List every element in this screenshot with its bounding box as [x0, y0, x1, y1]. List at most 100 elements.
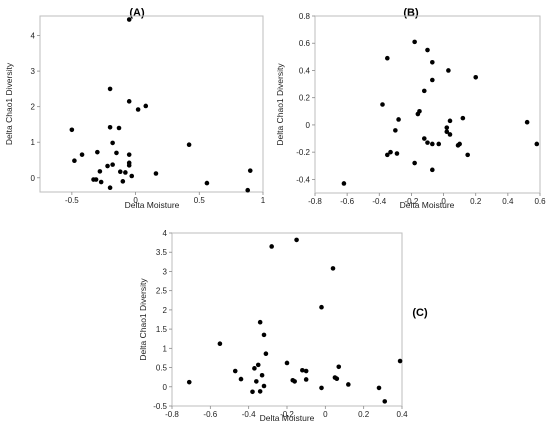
- x-tick-label: 0.5: [194, 196, 206, 205]
- data-point: [72, 158, 77, 164]
- data-point: [446, 68, 451, 73]
- x-tick-label: -0.8: [165, 410, 179, 419]
- y-tick-label: 0.6: [299, 39, 311, 48]
- data-point: [254, 379, 259, 384]
- data-point: [303, 377, 309, 382]
- data-point: [336, 364, 342, 370]
- data-point: [69, 127, 75, 133]
- x-tick-label: 0.2: [358, 410, 370, 419]
- y-tick-label: 0.8: [299, 12, 311, 21]
- data-point: [135, 107, 141, 112]
- data-point: [294, 237, 299, 243]
- data-point: [126, 99, 132, 104]
- y-tick-label: -0.4: [296, 175, 310, 184]
- data-point: [129, 173, 135, 179]
- data-point: [107, 124, 113, 130]
- data-point: [436, 141, 442, 147]
- x-tick-label: 0: [323, 410, 328, 419]
- x-tick-label: -0.4: [242, 410, 256, 419]
- x-tick-label: 0: [133, 196, 138, 205]
- y-axis-label: Delta Chao1 Diversity: [275, 63, 285, 146]
- data-point: [116, 125, 122, 131]
- data-point: [380, 102, 385, 107]
- panel-label-b: (B): [403, 7, 419, 19]
- data-point: [447, 132, 453, 137]
- y-tick-label: 4: [31, 32, 36, 41]
- data-point: [259, 372, 265, 378]
- data-point: [255, 362, 261, 368]
- data-point: [346, 382, 351, 387]
- y-tick-label: 4: [163, 229, 168, 238]
- data-point: [444, 129, 450, 135]
- data-point: [396, 117, 401, 122]
- panel-b: -0.8 -0.6 -0.4 -0.2 0 0.2 0.4 0.6 -0.4 -0.2 0 0.2 0.…: [275, 12, 546, 210]
- data-point: [534, 141, 540, 147]
- plot-frame-c: [171, 232, 403, 407]
- data-point: [120, 179, 126, 184]
- y-tick-label: 0.5: [156, 364, 168, 373]
- panel-a: -0.5 0 0.5 1 0 1 2 3 4 Delta Moisture Delta Chao1 …: [4, 15, 266, 210]
- data-point: [247, 168, 253, 173]
- x-tick-label: -0.4: [372, 197, 386, 206]
- data-point: [319, 385, 324, 391]
- x-tick-label: 0.4: [396, 410, 408, 419]
- y-tick-label: 2: [31, 103, 36, 112]
- y-tick-label: 1: [163, 344, 168, 353]
- data-point: [269, 244, 274, 249]
- y-tick-label: 2.5: [156, 287, 168, 296]
- data-point: [415, 111, 421, 117]
- data-point: [250, 389, 255, 395]
- data-point: [319, 304, 324, 310]
- data-point: [105, 163, 110, 169]
- data-point: [186, 379, 192, 385]
- data-point: [430, 59, 435, 65]
- y-tick-label: -0.2: [296, 148, 310, 157]
- y-tick-label: 0: [306, 121, 311, 130]
- data-point: [460, 115, 466, 121]
- data-point: [412, 160, 417, 166]
- x-tick-label: 0.6: [534, 197, 546, 206]
- y-axis-label: Delta Chao1 Diversity: [138, 278, 148, 361]
- data-point: [425, 47, 430, 53]
- data-point: [421, 88, 427, 94]
- y-tick-label: 3: [163, 267, 168, 276]
- panel-c: -0.8 -0.6 -0.4 -0.2 0 0.2 0.4 -0.5 0 0.5 1 1.5 2 2.5 3…: [138, 229, 408, 423]
- panel-label-c: (C): [412, 307, 428, 319]
- data-point: [126, 163, 132, 168]
- y-tick-label: 0.2: [299, 94, 311, 103]
- data-point: [263, 351, 269, 357]
- y-tick-label: 0: [163, 383, 168, 392]
- data-point: [126, 17, 132, 22]
- data-point: [79, 152, 85, 157]
- data-point: [186, 142, 192, 148]
- data-point: [153, 171, 159, 176]
- y-tick-label: -0.5: [153, 402, 167, 411]
- data-point: [430, 77, 435, 83]
- data-point: [388, 149, 393, 155]
- data-point: [376, 385, 382, 391]
- data-point: [465, 152, 470, 158]
- y-tick-label: 0: [31, 174, 36, 183]
- data-point: [117, 169, 123, 175]
- data-point: [385, 55, 390, 61]
- data-point: [455, 143, 461, 148]
- x-axis-label: Delta Moisture: [400, 200, 455, 210]
- data-point: [430, 167, 435, 173]
- x-axis-label: Delta Moisture: [125, 200, 180, 210]
- y-tick-label: 3.5: [156, 248, 168, 257]
- data-point: [126, 152, 132, 157]
- data-point: [204, 180, 210, 186]
- data-point: [303, 368, 309, 374]
- data-point: [257, 319, 263, 325]
- data-point: [97, 169, 103, 174]
- data-point: [397, 358, 403, 364]
- data-point: [123, 170, 128, 175]
- y-axis-label: Delta Chao1 Diversity: [4, 62, 14, 145]
- data-point: [114, 150, 119, 156]
- data-point: [385, 152, 390, 158]
- data-point: [110, 162, 115, 167]
- y-tick-label: 0.4: [299, 66, 311, 75]
- x-tick-label: -0.2: [405, 197, 419, 206]
- x-tick-label: 1: [261, 196, 266, 205]
